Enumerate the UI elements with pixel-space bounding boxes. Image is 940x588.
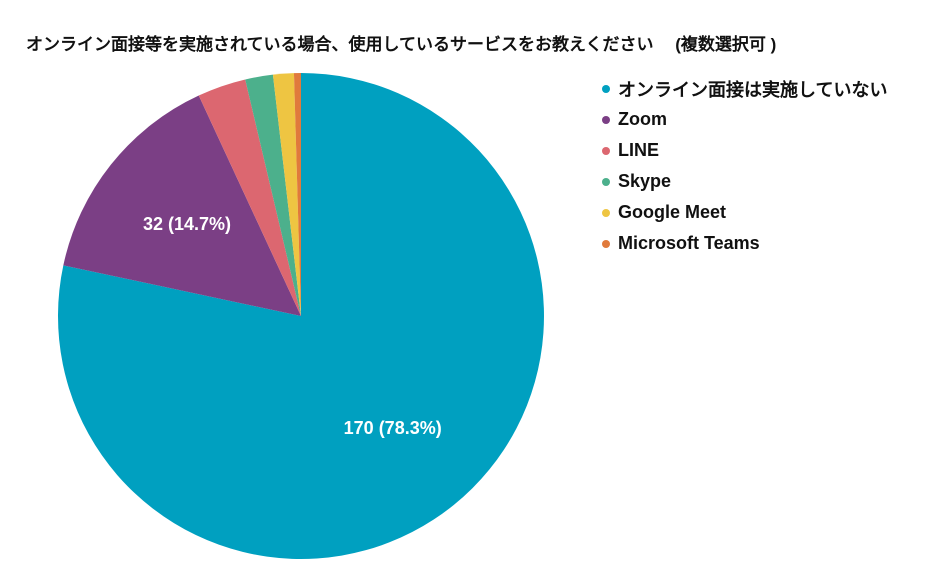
legend-item-4: Google Meet bbox=[602, 197, 887, 228]
pie-slice-0 bbox=[57, 73, 544, 559]
chart-title: オンライン面接等を実施されている場合、使用しているサービスをお教えください (複… bbox=[26, 35, 777, 54]
pie-slice-4 bbox=[272, 73, 301, 316]
pie-slices bbox=[57, 72, 544, 559]
legend-label: Google Meet bbox=[618, 202, 727, 222]
legend-item-2: LINE bbox=[602, 135, 887, 166]
pie-slice-2 bbox=[198, 79, 301, 317]
legend-label: Skype bbox=[618, 171, 672, 191]
data-label-1: 32 (14.7%) bbox=[143, 214, 231, 234]
legend-dot-icon bbox=[602, 208, 610, 217]
legend-dot-icon bbox=[602, 177, 610, 186]
pie-slice-5 bbox=[293, 72, 301, 316]
legend-item-1: Zoom bbox=[602, 104, 887, 135]
legend-label: オンライン面接は実施していない bbox=[618, 79, 888, 100]
legend-label: Microsoft Teams bbox=[618, 233, 760, 253]
legend-label: LINE bbox=[618, 140, 660, 160]
pie-slice-3 bbox=[245, 74, 301, 316]
legend-dot-icon bbox=[602, 115, 610, 124]
pie-slice-1 bbox=[63, 95, 301, 316]
legend-item-0: オンライン面接は実施していない bbox=[602, 73, 887, 104]
legend-item-5: Microsoft Teams bbox=[602, 228, 887, 259]
legend-item-3: Skype bbox=[602, 166, 887, 197]
legend-dot-icon bbox=[602, 84, 610, 93]
legend-label: Zoom bbox=[618, 109, 667, 129]
legend: オンライン面接は実施していない Zoom LINE Skype Google Meet M… bbox=[602, 73, 887, 259]
data-label-0: 170 (78.3%) bbox=[344, 418, 442, 438]
data-labels: 170 (78.3%) 32 (14.7%) bbox=[143, 214, 442, 438]
legend-dot-icon bbox=[602, 146, 610, 155]
legend-dot-icon bbox=[602, 239, 610, 248]
